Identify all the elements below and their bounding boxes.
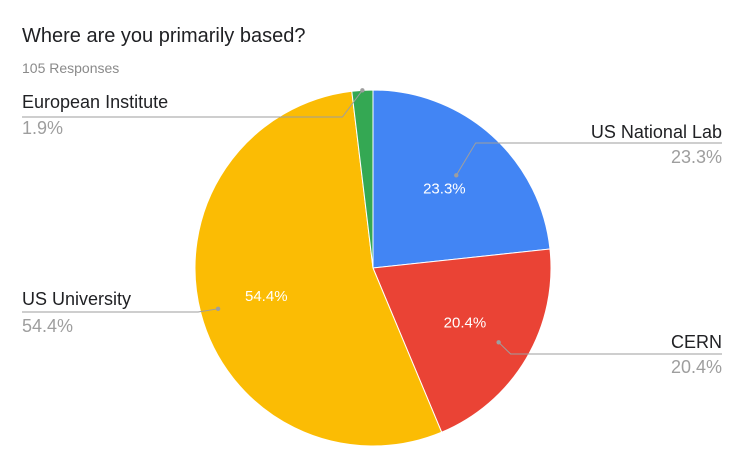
callout-name-us-university: US University <box>22 289 131 309</box>
callout-percent-us-national-lab: 23.3% <box>671 147 722 167</box>
chart-title: Where are you primarily based? <box>22 25 306 47</box>
callout-percent-european-institute: 1.9% <box>22 118 63 138</box>
callout-line-us-national-lab <box>455 142 722 176</box>
pie-slice-us-national-lab <box>372 89 551 269</box>
callout-line-us-university <box>22 308 219 313</box>
slice-value-label-cern: 20.4% <box>444 314 487 331</box>
pie-callouts: US National Lab 23.3% CERN 20.4% US Universi… <box>22 88 722 377</box>
pie-slice-us-university <box>194 90 443 447</box>
callout-percent-cern: 20.4% <box>671 357 722 377</box>
slice-value-label-us-university: 54.4% <box>245 288 288 305</box>
pie-slices <box>194 89 552 447</box>
callout-name-european-institute: European Institute <box>22 92 168 112</box>
callout-name-us-national-lab: US National Lab <box>591 122 722 142</box>
slice-value-label-us-national-lab: 23.3% <box>423 181 466 198</box>
pie-slice-labels: 23.3% 20.4% 54.4% <box>245 181 486 332</box>
callout-line-european-institute <box>22 90 363 118</box>
callout-line-cern <box>498 341 722 355</box>
callout-name-cern: CERN <box>671 332 722 352</box>
chart-subtitle: 105 Responses <box>22 60 120 76</box>
callout-percent-us-university: 54.4% <box>22 316 73 336</box>
pie-slice-cern <box>372 248 552 433</box>
